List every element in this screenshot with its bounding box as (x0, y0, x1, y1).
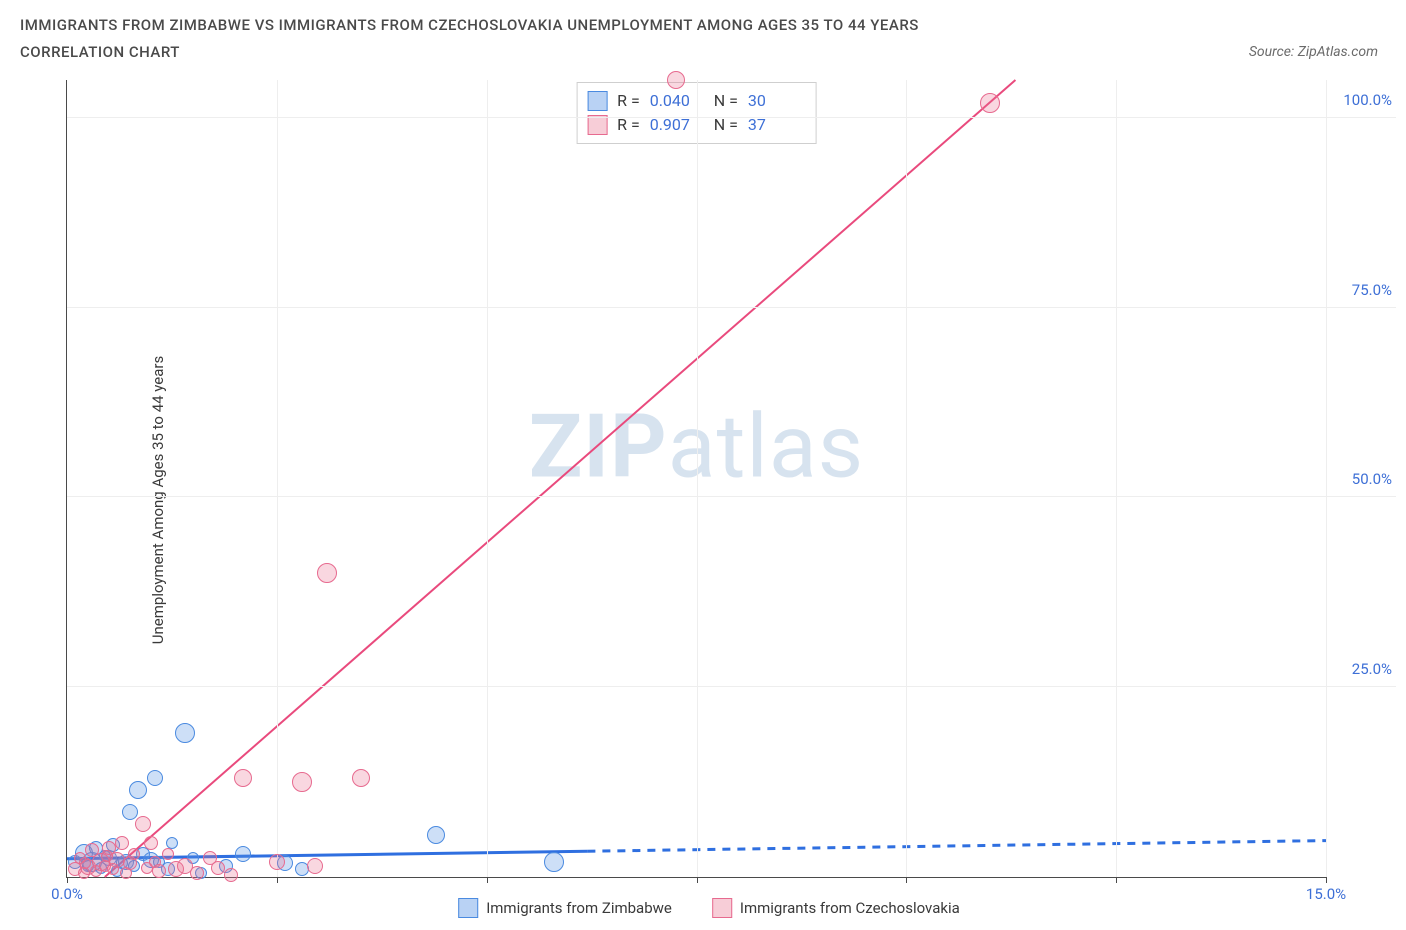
swatch-series-1 (587, 91, 607, 111)
title-line-1: IMMIGRANTS FROM ZIMBABWE VS IMMIGRANTS F… (20, 12, 1386, 39)
title-line-2: CORRELATION CHART (20, 39, 1386, 66)
gridline-horizontal (67, 686, 1396, 687)
title-area: IMMIGRANTS FROM ZIMBABWE VS IMMIGRANTS F… (0, 0, 1406, 66)
gridline-vertical (906, 80, 907, 877)
gridline-vertical (1326, 80, 1327, 877)
gridline-horizontal (67, 117, 1396, 118)
scatter-point (144, 836, 158, 850)
legend-swatch-2 (712, 898, 732, 918)
y-tick-label: 75.0% (1352, 281, 1392, 299)
stat-n-value-1: 30 (748, 89, 802, 113)
scatter-point (152, 864, 166, 878)
gridline-vertical (697, 80, 698, 877)
scatter-point (269, 854, 285, 870)
gridline-vertical (277, 80, 278, 877)
scatter-point (115, 836, 129, 850)
scatter-point (292, 772, 312, 792)
legend-item-2: Immigrants from Czechoslovakia (712, 898, 960, 918)
scatter-point (667, 71, 685, 89)
legend-label-1: Immigrants from Zimbabwe (486, 899, 672, 917)
legend-bottom: Immigrants from Zimbabwe Immigrants from… (458, 898, 960, 918)
stats-row-series-1: R = 0.040 N = 30 (587, 89, 802, 113)
scatter-point (162, 848, 174, 860)
scatter-point (190, 866, 204, 880)
x-tick-mark (697, 877, 698, 883)
scatter-point (129, 781, 147, 799)
y-tick-label: 25.0% (1352, 660, 1392, 678)
x-tick-mark (67, 877, 68, 883)
stat-n-label: N = (714, 89, 738, 113)
x-tick-mark (1326, 877, 1327, 883)
swatch-series-2 (587, 115, 607, 135)
x-tick-mark (277, 877, 278, 883)
scatter-point (166, 837, 178, 849)
y-tick-label: 100.0% (1343, 91, 1392, 109)
watermark-bold: ZIP (529, 395, 668, 498)
plot-area: ZIPatlas R = 0.040 N = 30 R = 0.907 N = … (66, 80, 1326, 878)
scatter-point (147, 770, 163, 786)
scatter-point (235, 846, 251, 862)
legend-item-1: Immigrants from Zimbabwe (458, 898, 672, 918)
x-tick-label: 0.0% (51, 885, 83, 903)
x-tick-label: 15.0% (1306, 885, 1346, 903)
trend-line (587, 841, 1326, 852)
gridline-vertical (487, 80, 488, 877)
legend-label-2: Immigrants from Czechoslovakia (740, 899, 960, 917)
source-attribution: Source: ZipAtlas.com (1249, 44, 1378, 60)
y-tick-label: 50.0% (1352, 470, 1392, 488)
gridline-horizontal (67, 307, 1396, 308)
legend-swatch-1 (458, 898, 478, 918)
scatter-point (317, 563, 337, 583)
scatter-point (980, 93, 1000, 113)
scatter-point (101, 850, 113, 862)
stat-r-label: R = (617, 89, 640, 113)
scatter-point (79, 857, 91, 869)
scatter-point (427, 826, 445, 844)
scatter-point (175, 723, 195, 743)
chart-container: Unemployment Among Ages 35 to 44 years Z… (22, 80, 1396, 920)
x-tick-mark (1116, 877, 1117, 883)
scatter-point (234, 769, 252, 787)
gridline-horizontal (67, 496, 1396, 497)
gridline-vertical (1116, 80, 1117, 877)
scatter-point (352, 769, 370, 787)
scatter-point (128, 848, 140, 860)
trend-line (105, 80, 1016, 877)
scatter-point (544, 852, 564, 872)
scatter-point (224, 868, 238, 882)
x-tick-mark (487, 877, 488, 883)
scatter-point (307, 858, 323, 874)
scatter-point (135, 816, 151, 832)
x-tick-mark (906, 877, 907, 883)
